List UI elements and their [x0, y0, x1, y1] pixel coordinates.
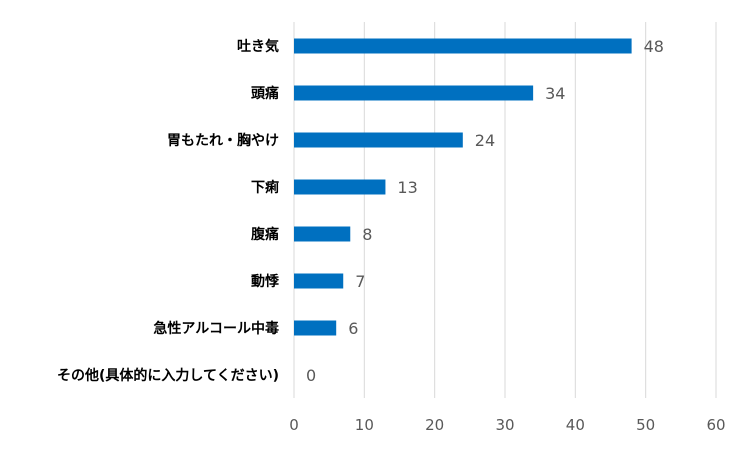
- data-label: 8: [362, 225, 372, 244]
- data-label: 48: [644, 37, 664, 56]
- category-label: 頭痛: [251, 85, 279, 102]
- x-tick-label: 30: [495, 416, 514, 434]
- data-label: 24: [475, 131, 495, 150]
- category-label: 胃もたれ・胸やけ: [167, 132, 279, 149]
- category-label: 急性アルコール中毒: [153, 320, 279, 337]
- gridlines: [293, 22, 717, 398]
- data-label: 7: [355, 272, 365, 291]
- data-label: 0: [306, 366, 316, 385]
- data-label: 34: [545, 84, 565, 103]
- data-label: 13: [397, 178, 417, 197]
- data-label: 6: [348, 319, 358, 338]
- x-tick-label: 40: [566, 416, 585, 434]
- bar: [294, 132, 463, 148]
- category-label: 下痢: [251, 179, 279, 196]
- bar: [294, 226, 351, 242]
- bar: [294, 179, 386, 195]
- bars: [294, 38, 632, 336]
- bar: [294, 38, 632, 54]
- bar: [294, 320, 337, 336]
- x-tick-label: 60: [706, 416, 725, 434]
- bar: [294, 85, 534, 101]
- x-tick-label: 50: [636, 416, 655, 434]
- x-tick-label: 0: [289, 416, 299, 434]
- category-label: 動悸: [251, 273, 280, 290]
- category-label: その他(具体的に入力してください): [57, 367, 279, 384]
- bar: [294, 273, 344, 289]
- category-label: 吐き気: [237, 38, 279, 55]
- x-tick-label: 10: [355, 416, 374, 434]
- x-tick-label: 20: [425, 416, 444, 434]
- category-label: 腹痛: [251, 226, 279, 243]
